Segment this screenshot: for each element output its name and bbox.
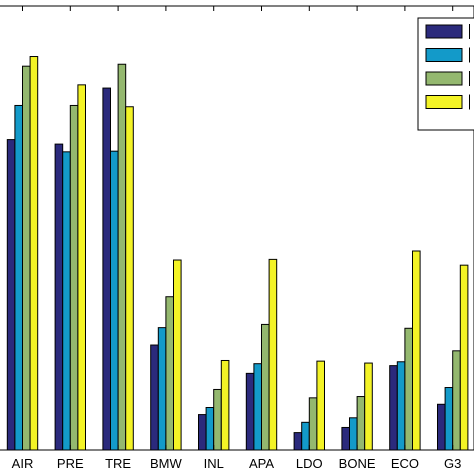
plot-area-border [0, 5, 474, 451]
x-tick-label-eco: ECO [391, 456, 419, 471]
bar-air-series-3 [22, 65, 31, 451]
bar-apa-series-2 [253, 363, 262, 451]
x-tick-label-air: AIR [12, 456, 34, 471]
bar-bone-series-3 [356, 396, 366, 451]
bar-g3-series-4 [459, 264, 469, 451]
x-tick-labels: AIR PRE TRE BMW INL APA LDO BONE ECO G3 [12, 456, 462, 471]
x-tick-label-bmw: BMW [150, 456, 183, 471]
bar-apa-series-1 [245, 372, 255, 451]
bar-bmw-series-3 [165, 296, 174, 451]
bar-pre-series-4 [77, 84, 87, 451]
bar-tre-series-2 [110, 150, 119, 451]
bar-pre-series-2 [62, 151, 71, 451]
x-tick-label-pre: PRE [57, 456, 84, 471]
bar-eco-series-4 [412, 250, 421, 451]
bar-inl-series-2 [205, 407, 215, 451]
x-tick-label-ldo: LDO [296, 456, 323, 471]
bar-bone-series-4 [364, 362, 373, 451]
bar-air-series-2 [14, 104, 23, 451]
legend-swatch-series-1 [425, 24, 463, 39]
bar-g3-series-3 [452, 350, 461, 451]
bar-g3-series-2 [444, 387, 454, 451]
axes-frame [0, 5, 474, 451]
bar-inl-series-4 [220, 359, 230, 451]
x-tick-label-inl: INL [204, 456, 224, 471]
bar-bmw-series-2 [157, 327, 167, 451]
bar-air-series-1 [6, 139, 16, 451]
bar-tre-series-3 [117, 63, 127, 451]
bar-ldo-series-2 [301, 421, 310, 451]
bar-inl-series-1 [198, 414, 207, 451]
bar-pre-series-3 [69, 104, 79, 451]
bar-bone-series-1 [341, 426, 350, 451]
bar-air-series-4 [29, 56, 39, 451]
legend [417, 17, 474, 131]
legend-swatch-series-2 [425, 48, 463, 62]
x-tick-marks [22, 6, 454, 450]
bar-g3-series-1 [437, 403, 446, 451]
bar-apa-series-3 [261, 323, 270, 451]
bar-bmw-series-4 [173, 259, 182, 451]
x-tick-label-bone: BONE [339, 456, 376, 471]
bar-eco-series-2 [396, 361, 406, 451]
bar-tre-series-1 [102, 87, 112, 451]
bar-bmw-series-1 [150, 344, 159, 451]
bar-eco-series-3 [404, 327, 413, 451]
legend-swatch-series-3 [425, 71, 463, 86]
legend-swatch-series-4 [425, 95, 463, 109]
bar-apa-series-4 [268, 258, 278, 451]
x-tick-label-tre: TRE [105, 456, 131, 471]
x-tick-label-g3: G3 [444, 456, 461, 471]
bar-inl-series-3 [213, 388, 222, 451]
bar-ldo-series-3 [308, 397, 318, 451]
x-tick-label-apa: APA [249, 456, 274, 471]
bar-eco-series-1 [389, 365, 398, 451]
bar-pre-series-1 [54, 143, 64, 451]
bar-bone-series-2 [349, 417, 358, 451]
bar-ldo-series-4 [316, 360, 325, 451]
bar-tre-series-4 [125, 106, 134, 451]
bar-ldo-series-1 [293, 432, 303, 451]
